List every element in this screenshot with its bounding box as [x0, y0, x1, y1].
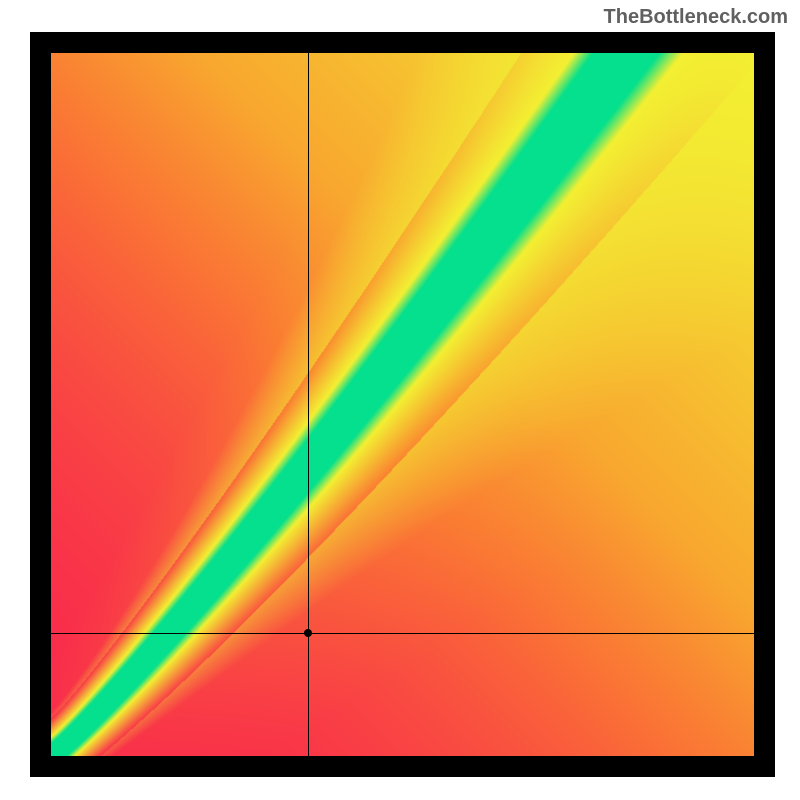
chart-wrapper: TheBottleneck.com	[0, 0, 800, 800]
attribution-text: TheBottleneck.com	[604, 6, 788, 29]
marker-dot	[304, 629, 312, 637]
crosshair-horizontal	[51, 633, 754, 634]
crosshair-vertical	[308, 53, 309, 756]
heatmap-canvas	[51, 53, 754, 756]
